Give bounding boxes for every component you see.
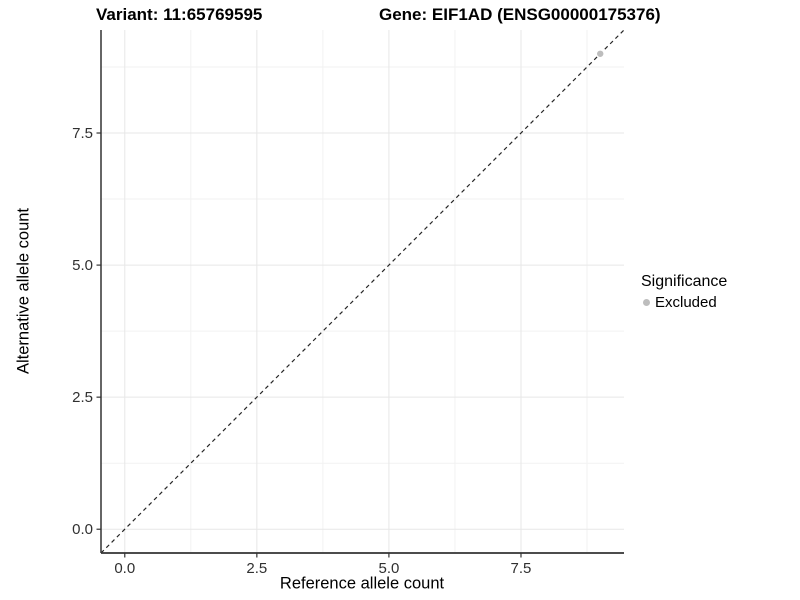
x-tick-label: 5.0 xyxy=(378,560,399,577)
legend: Significance Excluded xyxy=(641,272,727,311)
y-axis-title: Alternative allele count xyxy=(14,207,33,375)
identity-dashed-line xyxy=(100,29,625,554)
y-tick-label: 2.5 xyxy=(72,389,93,406)
x-axis-title: Reference allele count xyxy=(279,574,445,593)
x-tick-label: 7.5 xyxy=(511,560,532,577)
legend-title: Significance xyxy=(641,273,728,290)
legend-item-label: Excluded xyxy=(655,294,717,311)
y-tick-label: 5.0 xyxy=(72,257,93,274)
data-point xyxy=(597,50,604,57)
x-tick-label: 0.0 xyxy=(114,560,135,577)
legend-point-icon xyxy=(643,299,650,306)
x-tick-label: 2.5 xyxy=(246,560,267,577)
y-tick-label: 0.0 xyxy=(72,521,93,538)
gene-title: Gene: EIF1AD (ENSG00000175376) xyxy=(379,5,661,24)
variant-title: Variant: 11:65769595 xyxy=(96,5,263,24)
legend-item-excluded: Excluded xyxy=(641,294,727,311)
y-tick-label: 7.5 xyxy=(72,125,93,142)
